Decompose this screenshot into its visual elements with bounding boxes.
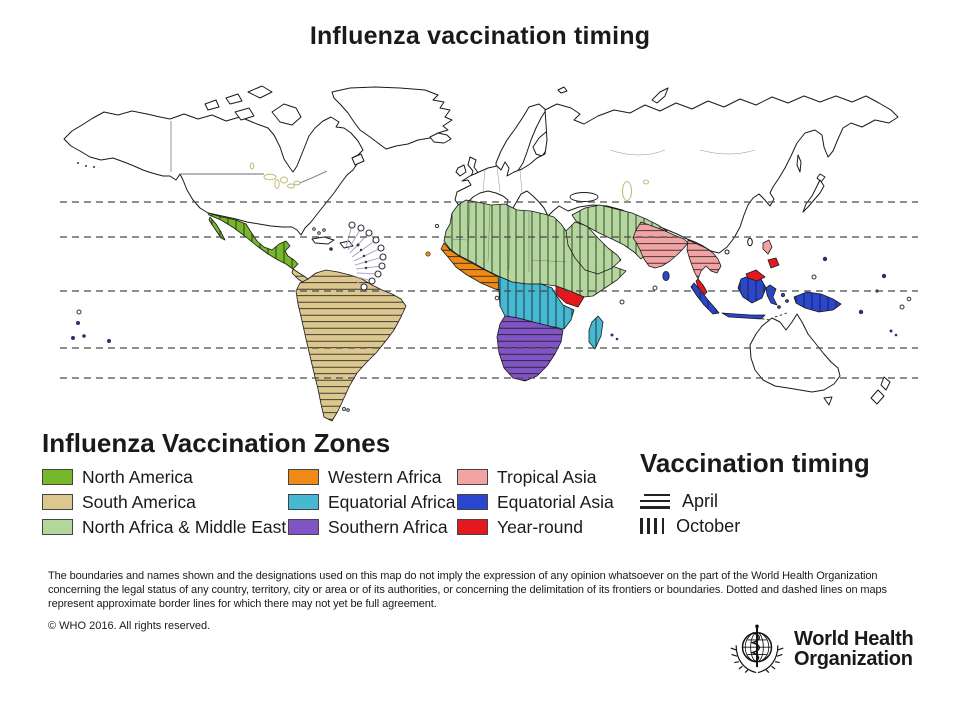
zone-java (721, 312, 766, 320)
pacific-island-dots (71, 256, 898, 343)
legend-label: Equatorial Asia (497, 491, 614, 512)
timing-label: October (676, 515, 741, 536)
legend-label: Southern Africa (328, 516, 448, 537)
legend-swatch-western-africa (288, 469, 319, 485)
uncolored-landmasses (63, 85, 899, 406)
caribbean-leader-lines (345, 224, 384, 288)
who-logo-line1: World Health (794, 627, 914, 650)
legend-label: North Africa & Middle East (82, 516, 287, 537)
legend-swatch-equatorial-africa (288, 494, 319, 510)
zone-sulawesi (765, 284, 778, 306)
latitude-lines (60, 201, 918, 379)
zone-luzon (762, 239, 773, 255)
vaccination-zones (207, 199, 842, 422)
legend-item-equatorial-asia: Equatorial Asia (457, 491, 614, 513)
legend-item-southern-africa: Southern Africa (288, 516, 448, 538)
timing-item-october: October (640, 516, 740, 536)
timing-item-april: April (640, 491, 718, 511)
legend-item-year-round: Year-round (457, 516, 583, 538)
black-sea (569, 192, 599, 202)
legend-label: Year-round (497, 516, 583, 537)
legend-label: Western Africa (328, 466, 442, 487)
who-logo-line2: Organization (794, 648, 913, 670)
timing-label: April (682, 490, 719, 511)
country-borders (451, 149, 756, 272)
legend-swatch-tropical-asia (457, 469, 488, 485)
timing-legend-heading: Vaccination timing (640, 448, 870, 478)
legend-swatch-year-round (457, 519, 488, 535)
legend-item-tropical-asia: Tropical Asia (457, 466, 597, 488)
legend-label: Tropical Asia (497, 466, 597, 487)
dashed-borders (756, 312, 788, 321)
map-eurasia-outline (454, 95, 899, 254)
legend-swatch-southern-africa (288, 519, 319, 535)
legend-item-western-africa: Western Africa (288, 466, 441, 488)
zones-legend-heading: Influenza Vaccination Zones (42, 428, 391, 458)
legend-swatch-south-america (42, 494, 73, 510)
zone-sabah-red (745, 269, 766, 282)
horizontal-lines-symbol (640, 493, 670, 509)
cape-verde-dot (425, 251, 431, 257)
who-logo: World Health Organization (728, 620, 914, 678)
legend-swatch-north-africa-middle-east (42, 519, 73, 535)
open-island-dots (76, 223, 912, 412)
us-canada-border (170, 121, 328, 184)
boundaries-disclaimer: The boundaries and names shown and the d… (48, 570, 887, 610)
legend-swatch-equatorial-asia (457, 494, 488, 510)
legend-swatch-north-america (42, 469, 73, 485)
legend-item-equatorial-africa: Equatorial Africa (288, 491, 455, 513)
map-australia (749, 313, 841, 393)
who-emblem-icon (730, 624, 784, 674)
legend-item-north-africa-middle-east: North Africa & Middle East (42, 516, 286, 538)
small-islets (77, 162, 368, 270)
who-logo-text: World Health Organization (794, 627, 914, 670)
world-map (60, 85, 918, 422)
zone-sri-lanka (662, 270, 670, 281)
vertical-lines-symbol (640, 518, 665, 534)
legend-label: South America (82, 491, 196, 512)
copyright-notice: © WHO 2016. All rights reserved. (48, 620, 211, 632)
zone-mindanao (767, 257, 780, 269)
map-greenland (331, 86, 453, 150)
legend-label: North America (82, 466, 193, 487)
legend-item-south-america: South America (42, 491, 196, 513)
legend-item-north-america: North America (42, 466, 193, 488)
great-lakes (249, 162, 649, 201)
legend-label: Equatorial Africa (328, 491, 456, 512)
page-title: Influenza vaccination timing (309, 22, 651, 50)
